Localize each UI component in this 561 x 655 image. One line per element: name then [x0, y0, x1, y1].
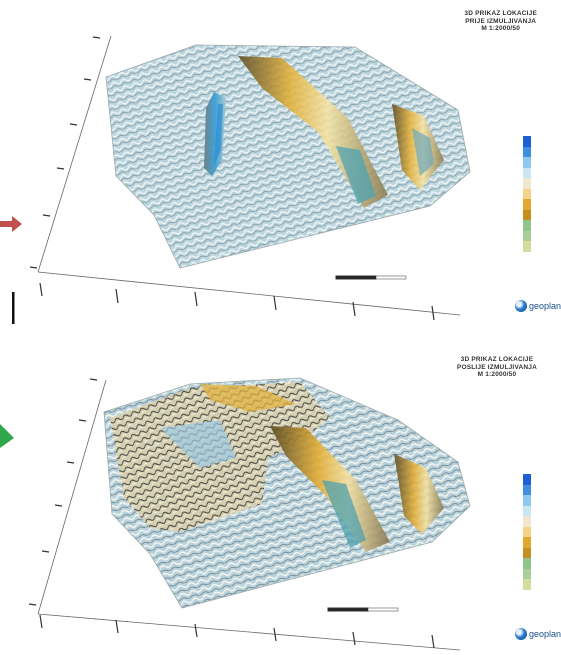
- terrain-plot-before: [29, 35, 471, 321]
- legend-row: [523, 568, 531, 579]
- logo-text: geoplan: [528, 301, 561, 311]
- panel-after-dredging: 3D PRIKAZ LOKACIJE POSLIJE IZMULJIVANJA …: [0, 328, 561, 655]
- axis-ticks: [29, 36, 435, 321]
- legend-row: [523, 178, 531, 189]
- logo-text: geoplan: [528, 629, 561, 639]
- legend-row: [523, 547, 531, 558]
- legend-row: [523, 495, 531, 506]
- title-line-3: M 1:2000/50: [481, 25, 521, 32]
- geoplan-logo: geoplan: [514, 300, 561, 312]
- legend-row: [523, 505, 531, 516]
- color-legend: [523, 136, 531, 252]
- legend-row: [523, 199, 531, 210]
- title-line-2: PRIJE IZMULJIVANJA: [465, 17, 537, 25]
- legend-row: [523, 209, 531, 220]
- legend-row: [523, 188, 531, 199]
- legend-row: [523, 526, 531, 537]
- globe-icon: [514, 300, 527, 312]
- title-line-1: 3D PRIKAZ LOKACIJE: [460, 356, 534, 363]
- map-title: 3D PRIKAZ LOKACIJE POSLIJE IZMULJIVANJA …: [457, 356, 537, 379]
- legend-row: [523, 146, 531, 157]
- legend-row: [523, 558, 531, 569]
- legend-row: [523, 167, 531, 178]
- legend-row: [523, 230, 531, 241]
- scale-bar: [335, 275, 407, 280]
- red-arrow-icon: [0, 216, 22, 232]
- title-line-3: M 1:2000/50: [477, 371, 517, 378]
- legend-row: [523, 516, 531, 527]
- legend-row: [523, 241, 531, 252]
- legend-row: [523, 136, 531, 147]
- title-line-2: POSLIJE IZMULJIVANJA: [456, 363, 537, 371]
- legend-row: [523, 537, 531, 548]
- panel-before-dredging: 3D PRIKAZ LOKACIJE PRIJE IZMULJIVANJA M …: [0, 10, 561, 324]
- legend-row: [523, 484, 531, 495]
- legend-row: [523, 157, 531, 168]
- title-line-1: 3D PRIKAZ LOKACIJE: [464, 10, 537, 17]
- axis-lines: [37, 35, 461, 316]
- terrain-plot-after: [28, 377, 471, 651]
- map-title: 3D PRIKAZ LOKACIJE PRIJE IZMULJIVANJA M …: [464, 10, 537, 33]
- vertical-marker: [12, 292, 15, 324]
- legend-row: [523, 220, 531, 231]
- color-legend: [523, 474, 531, 590]
- legend-row: [523, 579, 531, 590]
- legend-row: [523, 474, 531, 485]
- geoplan-logo: geoplan: [514, 628, 561, 640]
- globe-icon: [514, 628, 527, 640]
- green-arrow-icon: [0, 424, 14, 448]
